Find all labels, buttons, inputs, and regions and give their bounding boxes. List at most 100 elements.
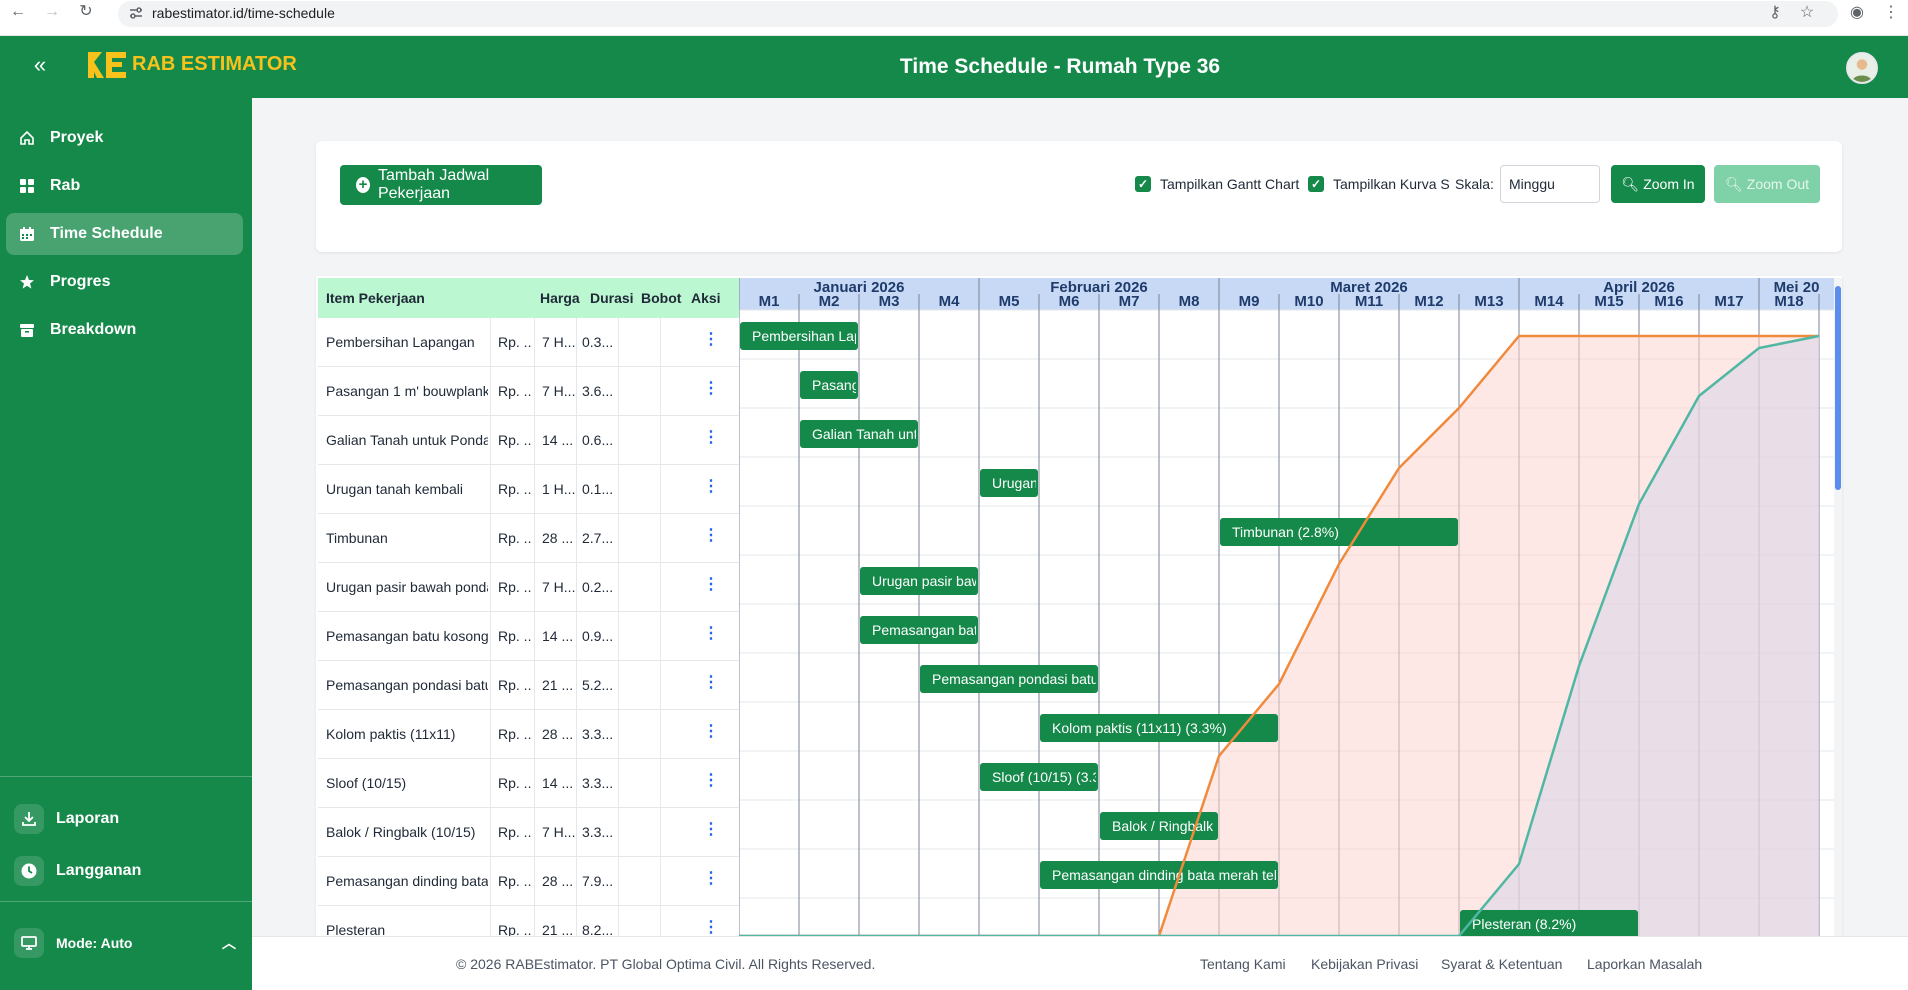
app-header: « RAB ESTIMATOR Time Schedule - Rumah Ty… (0, 36, 1908, 98)
row-actions-icon[interactable]: ⋮ (703, 821, 719, 838)
skala-select[interactable]: Minggu (1500, 165, 1600, 203)
table-row[interactable]: Pemasangan dinding bata m... Rp. ... 28 ..… (318, 857, 739, 906)
zoom-in-button[interactable]: 🔍︎ Zoom In (1611, 165, 1705, 203)
gantt-bar[interactable] (1220, 518, 1458, 546)
gantt-bar[interactable] (980, 469, 1038, 497)
row-actions-icon[interactable]: ⋮ (703, 723, 719, 740)
cell-durasi: 14 ... (542, 628, 574, 644)
table-row[interactable]: Pemasangan pondasi batu be... Rp. ... 21 .… (318, 661, 739, 710)
gantt-week-label: M18 (1774, 293, 1803, 310)
table-row[interactable]: Kolom paktis (11x11) Rp. ... 28 ... 3.3... ⋮ (318, 710, 739, 759)
row-actions-icon[interactable]: ⋮ (703, 870, 719, 887)
table-row[interactable]: Pembersihan Lapangan Rp. ... 7 H... 0.3... ⋮ (318, 318, 739, 367)
table-row[interactable]: Urugan tanah kembali Rp. ... 1 H... 0.1... ⋮ (318, 465, 739, 514)
sidebar-item-langganan[interactable]: Langganan (14, 851, 244, 891)
table-row[interactable]: Pemasangan batu kosong (an... Rp. ... 14 .… (318, 612, 739, 661)
cell-bobot: 2.7... (582, 530, 614, 546)
gantt-scrollbar-thumb[interactable] (1835, 286, 1841, 490)
table-row[interactable]: Urugan pasir bawah pondasi Rp. ... 7 H... 0… (318, 563, 739, 612)
table-row[interactable]: Pasangan 1 m' bouwplank Rp. ... 7 H... 3.6.… (318, 367, 739, 416)
sidebar-item-rab[interactable]: Rab (6, 165, 243, 207)
sidebar-item-laporan[interactable]: Laporan (14, 799, 244, 839)
forward-icon[interactable]: → (44, 3, 60, 20)
gantt-bar[interactable] (740, 322, 858, 350)
row-actions-icon[interactable]: ⋮ (703, 625, 719, 642)
cell-harga: Rp. ... (498, 775, 532, 791)
site-settings-icon[interactable] (128, 5, 144, 21)
profile-icon[interactable]: ◉ (1850, 4, 1864, 21)
cell-durasi: 7 H... (542, 824, 576, 840)
gantt-bar[interactable] (1040, 861, 1278, 889)
gantt-bar[interactable] (920, 665, 1098, 693)
gantt-bar[interactable] (980, 763, 1098, 791)
show-gantt-checkbox[interactable]: ✓ (1135, 176, 1151, 192)
mode-toggle[interactable]: Mode: Auto ︿ (14, 923, 236, 963)
bookmark-star-icon[interactable]: ☆ (1799, 4, 1815, 21)
sidebar-item-time-schedule[interactable]: Time Schedule (6, 213, 243, 255)
skala-label: Skala: (1455, 176, 1494, 192)
gantt-bar[interactable] (1460, 910, 1638, 936)
row-actions-icon[interactable]: ⋮ (703, 527, 719, 544)
cell-durasi: 7 H... (542, 334, 576, 350)
sidebar-item-progres[interactable]: Progres (6, 261, 243, 303)
row-actions-icon[interactable]: ⋮ (703, 576, 719, 593)
column-header-durasi: Durasi (590, 290, 634, 306)
table-row[interactable]: Timbunan Rp. ... 28 ... 2.7... ⋮ (318, 514, 739, 563)
footer-link-tentang[interactable]: Tentang Kami (1200, 956, 1286, 972)
row-actions-icon[interactable]: ⋮ (703, 478, 719, 495)
sidebar-item-label: Langganan (56, 862, 142, 879)
gantt-bar[interactable] (860, 616, 978, 644)
add-schedule-button[interactable]: + Tambah Jadwal Pekerjaan (340, 165, 542, 205)
sidebar-item-breakdown[interactable]: Breakdown (6, 309, 243, 351)
column-divider (490, 318, 491, 936)
row-actions-icon[interactable]: ⋮ (703, 429, 719, 446)
row-actions-icon[interactable]: ⋮ (703, 674, 719, 691)
reload-icon[interactable]: ↻ (79, 3, 93, 20)
cell-item: Pemasangan pondasi batu be... (326, 677, 488, 693)
cell-bobot: 0.2... (582, 579, 614, 595)
cell-bobot: 0.9... (582, 628, 614, 644)
gantt-chart: Januari 2026 Februari 2026 Maret 2026 April… (739, 278, 1842, 936)
footer-link-privasi[interactable]: Kebijakan Privasi (1311, 956, 1419, 972)
gantt-week-label: M3 (879, 293, 900, 310)
table-row[interactable]: Galian Tanah untuk Pondasi Rp. ... 14 ... 0… (318, 416, 739, 465)
sidebar-item-label: Proyek (50, 129, 104, 146)
gantt-bar[interactable] (800, 371, 858, 399)
row-actions-icon[interactable]: ⋮ (703, 772, 719, 789)
calendar-icon (16, 223, 38, 245)
row-actions-icon[interactable]: ⋮ (703, 919, 719, 936)
footer-link-syarat[interactable]: Syarat & Ketentuan (1441, 956, 1563, 972)
show-kurva-checkbox[interactable]: ✓ (1308, 176, 1324, 192)
column-header-harga: Harga (540, 290, 580, 306)
cell-durasi: 21 ... (542, 922, 574, 936)
password-key-icon[interactable]: ⚷ (1769, 4, 1781, 21)
cell-harga: Rp. ... (498, 383, 532, 399)
gantt-bar[interactable] (1100, 812, 1218, 840)
sidebar-item-label: Progres (50, 273, 111, 290)
avatar[interactable] (1846, 52, 1878, 84)
gantt-bar[interactable] (800, 420, 918, 448)
menu-icon[interactable]: ⋮ (1883, 4, 1899, 21)
collapse-sidebar-icon[interactable]: « (33, 52, 47, 77)
column-header-bobot: Bobot (641, 290, 682, 306)
gantt-bar[interactable] (1040, 714, 1278, 742)
table-row[interactable]: Balok / Ringbalk (10/15) Rp. ... 7 H... 3.3… (318, 808, 739, 857)
zoom-out-label: Zoom Out (1746, 176, 1810, 192)
url-text[interactable]: rabestimator.id/time-schedule (152, 5, 335, 21)
table-row[interactable]: Sloof (10/15) Rp. ... 14 ... 3.3... ⋮ (318, 759, 739, 808)
sidebar-item-label: Rab (50, 177, 81, 194)
gantt-bar-label: Urugan pasir baw (872, 573, 983, 589)
cell-harga: Rp. ... (498, 481, 532, 497)
row-actions-icon[interactable]: ⋮ (703, 331, 719, 348)
table-row[interactable]: Plesteran Rp. ... 21 ... 8.2... ⋮ (318, 906, 739, 936)
cell-harga: Rp. ... (498, 530, 532, 546)
cell-durasi: 21 ... (542, 677, 574, 693)
footer-link-laporkan[interactable]: Laporkan Masalah (1587, 956, 1703, 972)
gantt-bar[interactable] (860, 567, 978, 595)
cell-durasi: 28 ... (542, 726, 574, 742)
back-icon[interactable]: ← (10, 3, 26, 20)
address-bar[interactable]: rabestimator.id/time-schedule (118, 1, 1838, 27)
row-actions-icon[interactable]: ⋮ (703, 380, 719, 397)
gantt-week-label: M12 (1414, 293, 1443, 310)
sidebar-item-proyek[interactable]: Proyek (6, 117, 243, 159)
